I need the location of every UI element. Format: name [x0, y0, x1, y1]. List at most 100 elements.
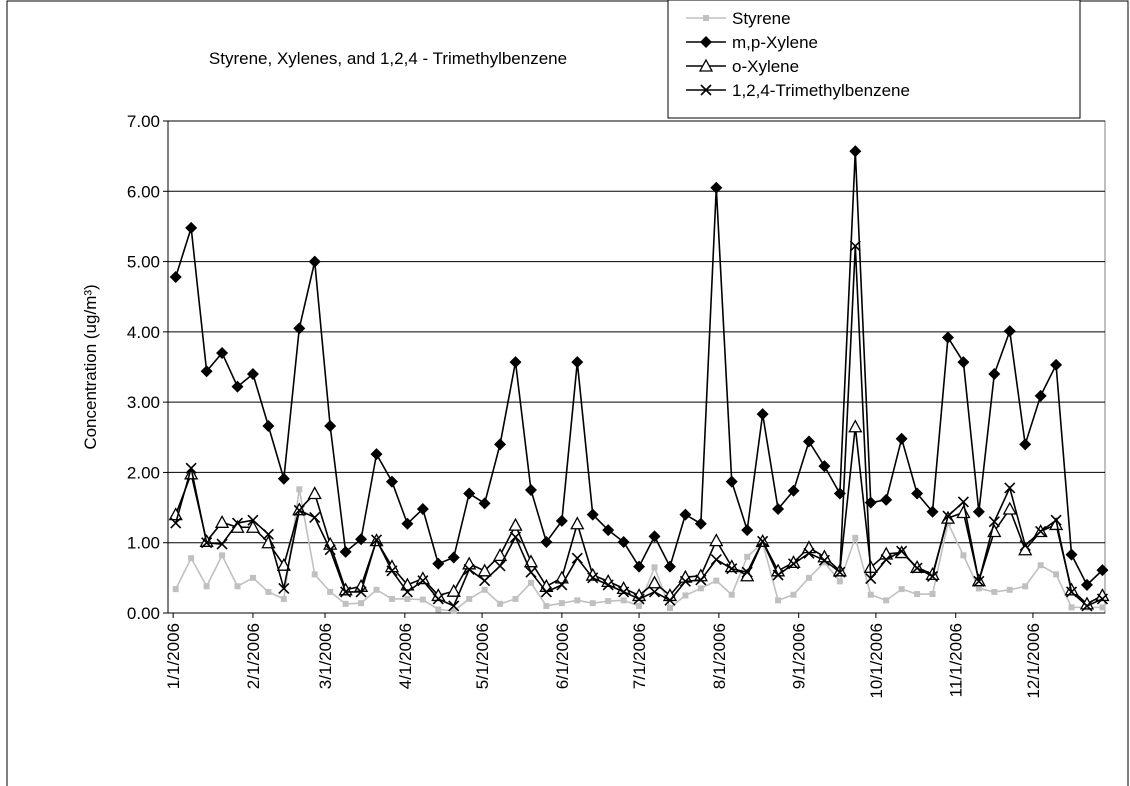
marker	[494, 438, 507, 451]
marker	[818, 554, 830, 566]
marker	[836, 578, 843, 585]
marker	[941, 331, 954, 344]
marker	[234, 583, 241, 590]
marker	[741, 566, 753, 578]
marker	[342, 600, 349, 607]
marker	[307, 486, 322, 500]
x-tick-label: 1/1/2006	[164, 623, 183, 689]
marker	[880, 493, 893, 506]
marker	[1068, 604, 1075, 611]
marker	[170, 517, 182, 529]
marker	[477, 563, 492, 577]
marker	[558, 600, 565, 607]
marker	[525, 566, 537, 578]
y-tick-label: 2.00	[127, 463, 160, 482]
y-tick-label: 7.00	[127, 112, 160, 131]
marker	[509, 531, 522, 543]
series	[169, 145, 1109, 591]
marker	[914, 591, 921, 598]
legend-label: m,p-Xylene	[732, 33, 818, 52]
marker	[695, 574, 707, 586]
legend-label: Styrene	[732, 9, 791, 28]
marker	[214, 514, 230, 528]
marker	[262, 528, 274, 540]
marker	[463, 487, 476, 500]
marker	[865, 572, 877, 585]
marker	[926, 570, 939, 583]
marker	[249, 574, 256, 581]
marker	[805, 574, 812, 581]
marker	[1080, 578, 1093, 591]
marker	[478, 497, 491, 510]
marker	[339, 545, 352, 558]
marker	[555, 514, 568, 527]
marker	[1096, 593, 1108, 605]
y-tick-label: 3.00	[127, 393, 160, 412]
marker	[883, 597, 890, 604]
y-tick-label: 5.00	[127, 253, 160, 272]
x-tick-label: 3/1/2006	[316, 623, 335, 689]
marker	[231, 380, 244, 393]
marker	[540, 536, 553, 549]
marker	[245, 519, 261, 533]
marker	[419, 596, 426, 603]
marker	[340, 586, 352, 598]
marker	[492, 548, 508, 562]
marker	[790, 591, 797, 598]
marker	[293, 504, 305, 516]
y-tick-label: 0.00	[127, 604, 160, 623]
legend-marker	[700, 36, 712, 48]
marker	[586, 508, 599, 521]
marker	[972, 505, 985, 518]
marker	[401, 586, 413, 598]
x-tick-label: 10/1/2006	[867, 623, 886, 699]
marker	[651, 564, 658, 571]
legend-marker	[703, 15, 709, 21]
marker	[494, 560, 506, 572]
marker	[726, 563, 738, 575]
y-tick-label: 1.00	[127, 534, 160, 553]
marker	[216, 538, 228, 550]
marker	[911, 562, 923, 574]
marker	[605, 598, 612, 605]
marker	[324, 544, 336, 556]
marker	[481, 586, 488, 593]
marker	[247, 514, 259, 526]
marker	[358, 600, 365, 607]
marker	[867, 591, 874, 598]
marker	[280, 595, 287, 602]
marker	[385, 475, 398, 488]
marker	[1096, 564, 1109, 577]
marker	[466, 595, 473, 602]
marker	[802, 435, 815, 448]
marker	[1034, 389, 1047, 402]
marker	[988, 516, 1000, 528]
marker	[697, 585, 704, 592]
x-tick-label: 9/1/2006	[790, 623, 809, 689]
x-tick-label: 12/1/2006	[1024, 623, 1043, 699]
marker	[308, 255, 321, 268]
legend-marker	[698, 58, 714, 72]
marker	[1050, 514, 1062, 526]
marker	[602, 579, 614, 591]
marker	[556, 579, 568, 591]
marker	[432, 557, 445, 570]
marker	[373, 586, 380, 593]
marker	[679, 575, 691, 587]
marker	[636, 602, 643, 609]
marker	[1065, 586, 1078, 598]
marker	[772, 502, 785, 515]
marker	[803, 547, 815, 559]
marker	[647, 575, 662, 589]
marker	[296, 486, 303, 493]
marker	[589, 600, 596, 607]
marker	[710, 181, 723, 194]
y-tick-label: 6.00	[127, 182, 160, 201]
marker	[898, 586, 905, 593]
marker	[1019, 438, 1032, 451]
series	[170, 240, 1108, 612]
marker	[713, 577, 720, 584]
x-tick-label: 5/1/2006	[473, 623, 492, 689]
marker	[508, 517, 523, 531]
marker	[540, 586, 552, 598]
